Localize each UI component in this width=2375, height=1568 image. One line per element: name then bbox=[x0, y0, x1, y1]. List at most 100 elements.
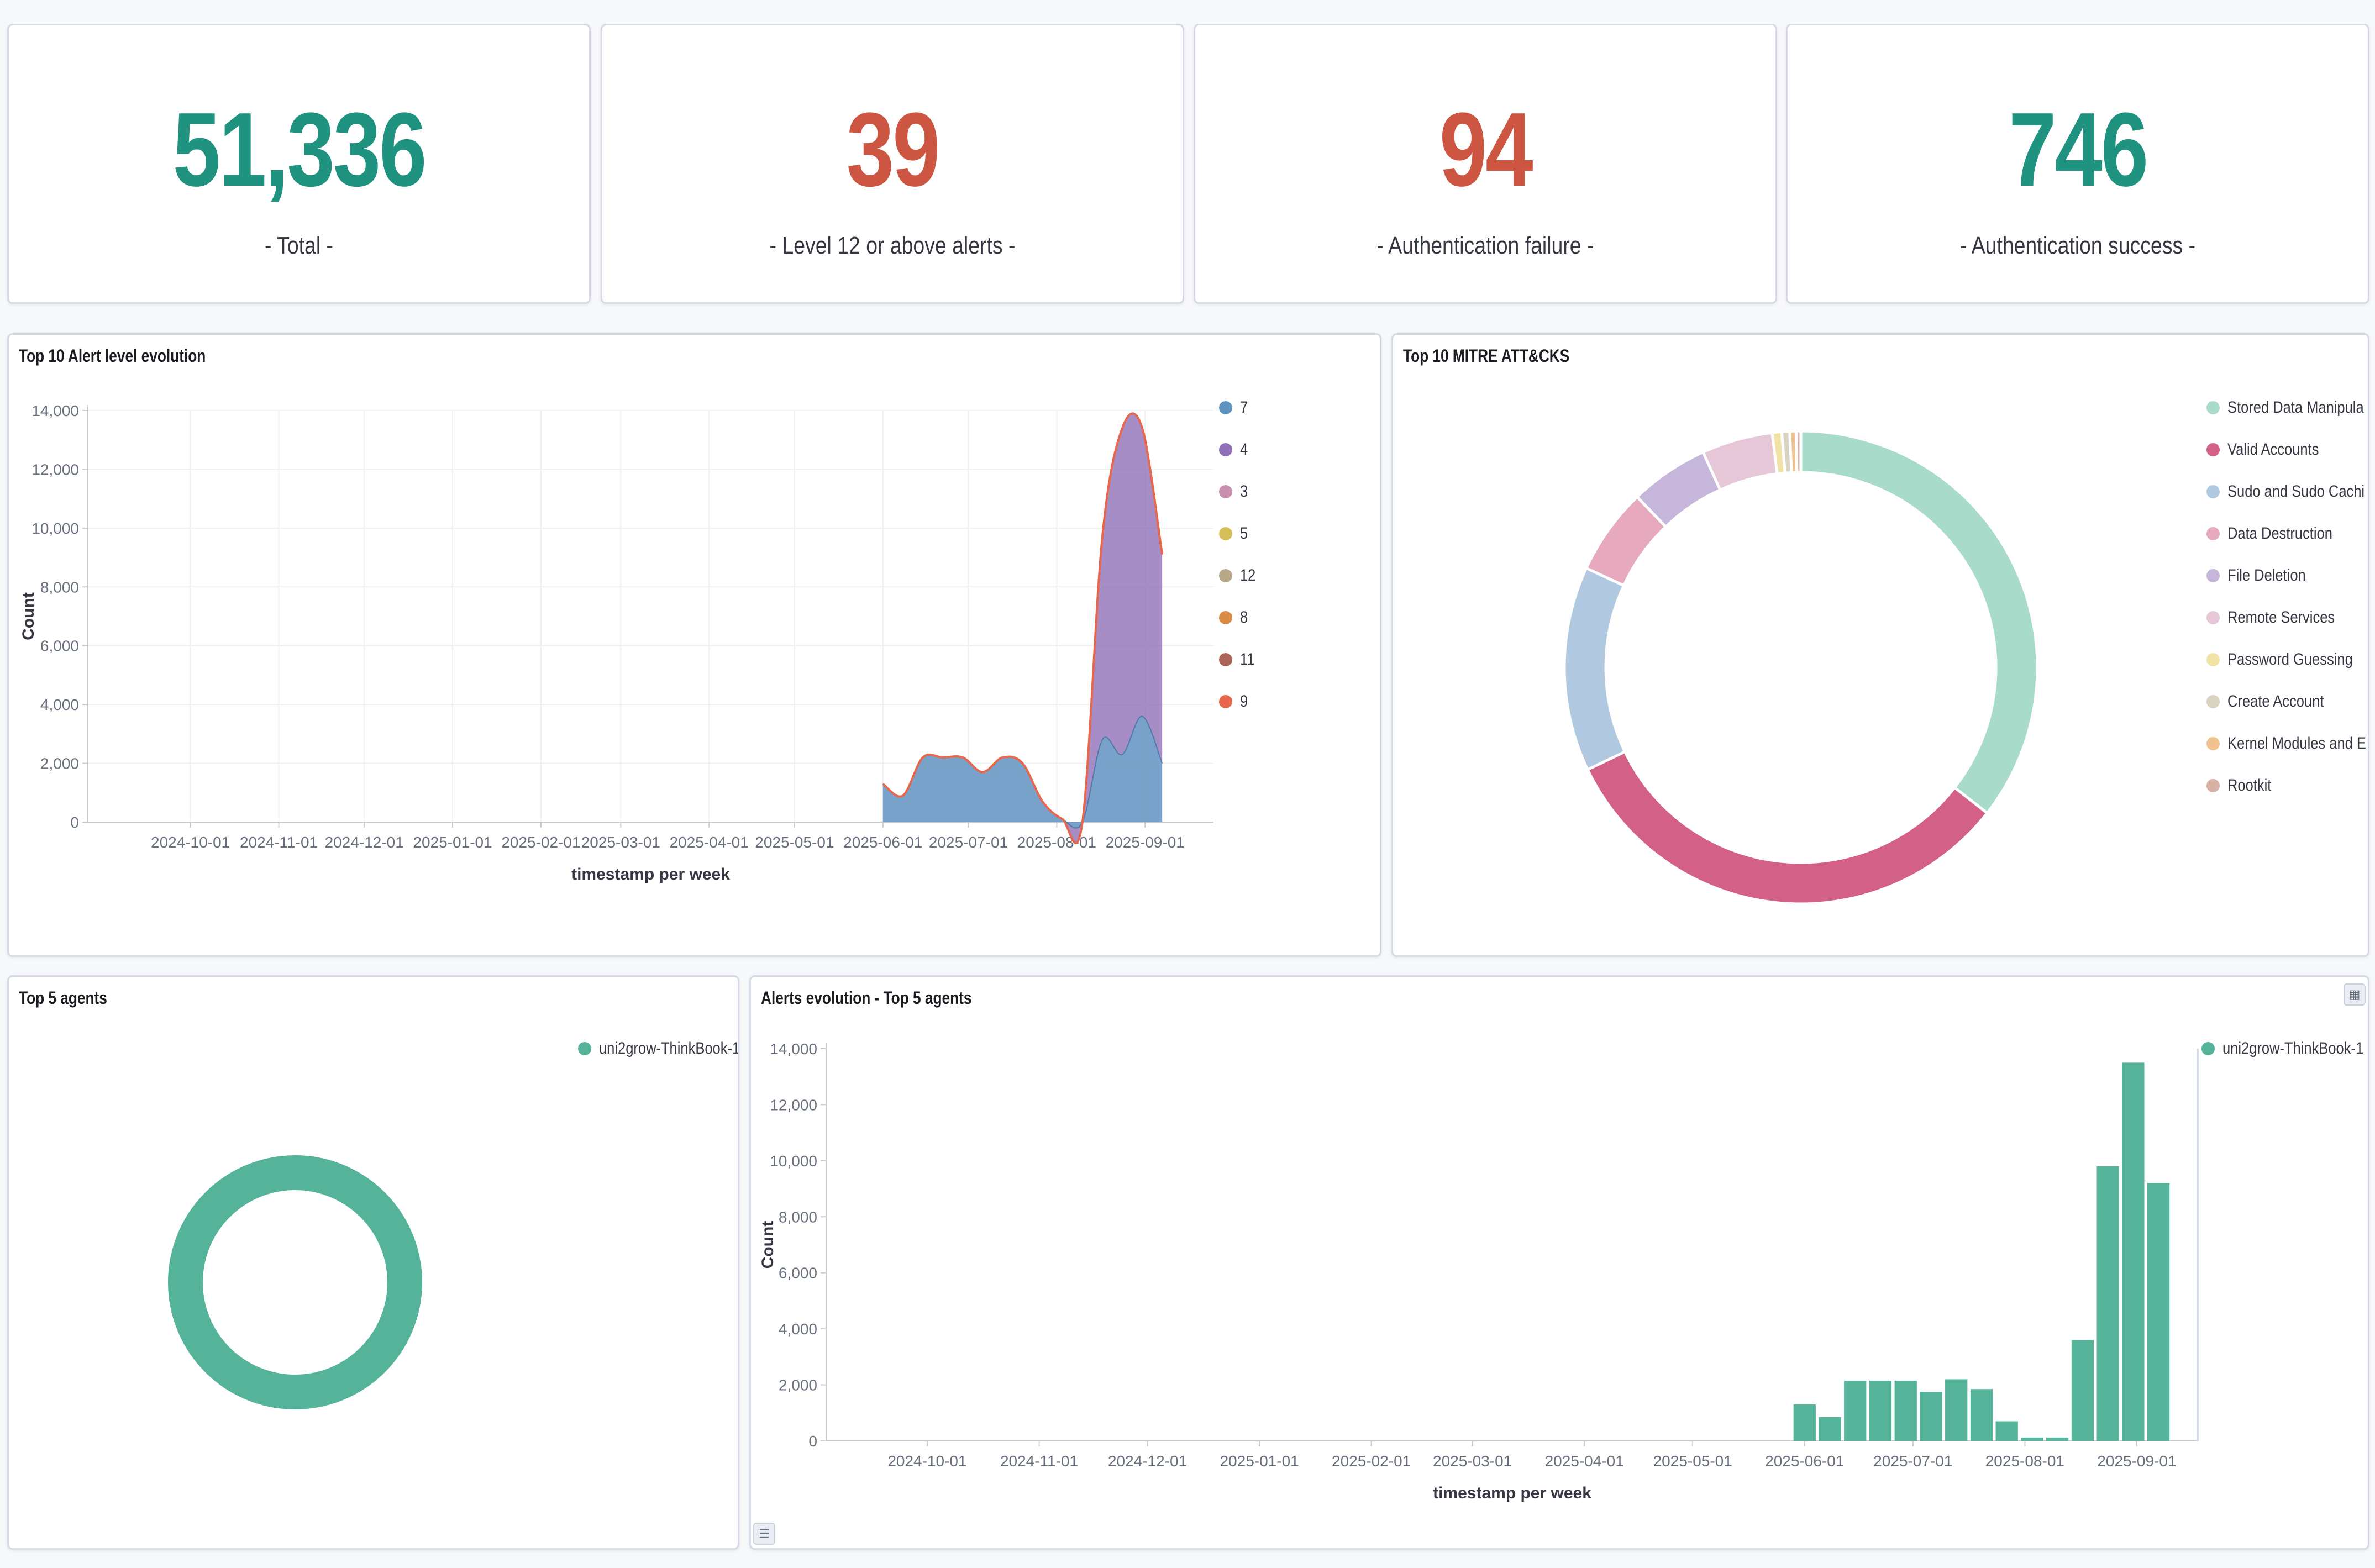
bar bbox=[2096, 1166, 2119, 1441]
y-tick-label: 2,000 bbox=[40, 755, 79, 772]
mitre-legend: Stored Data Manipula Valid Accounts Sudo a… bbox=[2206, 398, 2367, 851]
legend-label: Rootkit bbox=[2227, 776, 2272, 794]
y-tick-label: 8,000 bbox=[779, 1208, 817, 1225]
legend-item[interactable]: uni2grow-ThinkBook-1 bbox=[578, 1039, 738, 1058]
legend-item[interactable]: 11 bbox=[1219, 650, 1257, 669]
alert-level-title: Top 10 Alert level evolution bbox=[19, 346, 206, 366]
legend-item[interactable]: Valid Accounts bbox=[2206, 440, 2335, 459]
y-tick-label: 8,000 bbox=[40, 578, 79, 596]
legend-item[interactable]: Password Guessing bbox=[2206, 650, 2367, 669]
legend-item[interactable]: Remote Services bbox=[2206, 608, 2353, 627]
metric-level12-label: - Level 12 or above alerts - bbox=[769, 232, 1016, 259]
x-axis-label: timestamp per week bbox=[1433, 1484, 1591, 1502]
y-tick-label: 6,000 bbox=[40, 638, 79, 655]
metric-level12-panel: 39 - Level 12 or above alerts - bbox=[601, 24, 1184, 304]
x-tick-label: 2025-04-01 bbox=[670, 834, 749, 851]
legend-item[interactable]: 8 bbox=[1219, 608, 1249, 627]
bar bbox=[2021, 1437, 2043, 1441]
x-tick-label: 2025-08-01 bbox=[1017, 834, 1096, 851]
bar bbox=[2122, 1062, 2145, 1441]
legend-item[interactable]: uni2grow-ThinkBook-1 bbox=[2201, 1039, 2367, 1058]
legend-label: 9 bbox=[1240, 692, 1248, 711]
legend-color-dot bbox=[1219, 611, 1232, 624]
legend-item[interactable]: Rootkit bbox=[2206, 776, 2279, 795]
x-tick-label: 2025-02-01 bbox=[501, 834, 580, 851]
legend-color-dot bbox=[1219, 527, 1232, 540]
legend-label: File Deletion bbox=[2227, 566, 2306, 585]
legend-label: Stored Data Manipula bbox=[2227, 398, 2364, 417]
legend-color-dot bbox=[1219, 443, 1232, 456]
y-axis-label: Count bbox=[759, 1221, 777, 1269]
panel-options-icon[interactable]: ▦ bbox=[2344, 983, 2366, 1006]
bar bbox=[2147, 1183, 2170, 1441]
metric-total-panel: 51,336 - Total - bbox=[7, 24, 591, 304]
legend-item[interactable]: 4 bbox=[1219, 440, 1249, 459]
metric-auth-success-value: 746 bbox=[2008, 91, 2148, 208]
y-tick-label: 4,000 bbox=[779, 1320, 817, 1338]
legend-color-dot bbox=[2201, 1042, 2215, 1055]
legend-color-dot bbox=[2206, 611, 2220, 624]
legend-color-dot bbox=[2206, 695, 2220, 708]
x-tick-label: 2024-11-01 bbox=[1000, 1453, 1078, 1470]
metric-total-value: 51,336 bbox=[172, 91, 427, 208]
legend-item[interactable]: Sudo and Sudo Cachi bbox=[2206, 482, 2367, 501]
legend-item[interactable]: File Deletion bbox=[2206, 566, 2320, 585]
donut-slice bbox=[1794, 429, 1803, 474]
bar bbox=[2046, 1437, 2069, 1441]
agents-legend: uni2grow-ThinkBook-1 bbox=[578, 1039, 738, 1072]
x-tick-label: 2025-09-01 bbox=[1106, 834, 1185, 851]
bar bbox=[1970, 1389, 1993, 1441]
y-tick-label: 6,000 bbox=[779, 1265, 817, 1282]
legend-color-dot bbox=[1219, 653, 1232, 666]
metric-auth-failure-panel: 94 - Authentication failure - bbox=[1194, 24, 1777, 304]
x-tick-label: 2024-10-01 bbox=[151, 834, 230, 851]
legend-color-dot bbox=[2206, 653, 2220, 666]
agents-evolution-chart[interactable]: 0 2,000 4,000 6,000 8,000 10,000 12,000 14,000 2… bbox=[751, 1004, 2199, 1546]
series-7-area bbox=[882, 716, 1163, 828]
x-tick-label: 2024-10-01 bbox=[887, 1453, 966, 1470]
mitre-donut-chart[interactable] bbox=[1393, 362, 2111, 954]
y-tick-label: 0 bbox=[70, 814, 79, 831]
legend-label: uni2grow-ThinkBook-1 bbox=[2222, 1039, 2364, 1057]
legend-item[interactable]: Stored Data Manipula bbox=[2206, 398, 2367, 417]
bar bbox=[1894, 1380, 1917, 1441]
legend-item[interactable]: 7 bbox=[1219, 398, 1249, 417]
x-tick-label: 2025-07-01 bbox=[929, 834, 1008, 851]
donut-slice bbox=[1799, 429, 2039, 815]
agents-evolution-title: Alerts evolution - Top 5 agents bbox=[761, 988, 972, 1008]
series-top-line bbox=[882, 412, 1164, 844]
legend-item[interactable]: Create Account bbox=[2206, 692, 2341, 711]
y-tick-label: 4,000 bbox=[40, 696, 79, 713]
legend-label: Valid Accounts bbox=[2227, 440, 2319, 459]
legend-color-dot bbox=[2206, 527, 2220, 540]
y-axis-label: Count bbox=[19, 592, 38, 640]
legend-toggle-icon[interactable]: ☰ bbox=[753, 1523, 775, 1545]
agents-donut-chart[interactable] bbox=[9, 1004, 561, 1546]
legend-item[interactable]: 12 bbox=[1219, 566, 1258, 585]
donut-slice bbox=[1585, 750, 1989, 906]
bar bbox=[1995, 1421, 2018, 1441]
y-tick-label: 12,000 bbox=[770, 1096, 817, 1113]
alert-level-chart[interactable]: 0 2,000 4,000 6,000 8,000 10,000 12,000 14,000 2… bbox=[9, 362, 1379, 954]
mitre-title: Top 10 MITRE ATT&CKS bbox=[1403, 346, 1570, 366]
legend-item[interactable]: 3 bbox=[1219, 482, 1249, 501]
metric-level12-value: 39 bbox=[846, 91, 940, 208]
legend-color-dot bbox=[2206, 443, 2220, 456]
legend-label: uni2grow-ThinkBook-1 bbox=[599, 1039, 738, 1057]
metric-auth-failure-value: 94 bbox=[1439, 91, 1533, 208]
legend-item[interactable]: 5 bbox=[1219, 524, 1249, 543]
y-tick-label: 14,000 bbox=[770, 1040, 817, 1057]
x-tick-label: 2024-11-01 bbox=[240, 834, 318, 851]
x-tick-label: 2025-04-01 bbox=[1545, 1453, 1624, 1470]
legend-color-dot bbox=[1219, 695, 1232, 708]
legend-item[interactable]: 9 bbox=[1219, 692, 1249, 711]
legend-item[interactable]: Kernel Modules and E: bbox=[2206, 734, 2367, 753]
agents-title: Top 5 agents bbox=[19, 988, 107, 1008]
agents-evolution-legend: uni2grow-ThinkBook-1 bbox=[2201, 1039, 2367, 1072]
legend-label: Remote Services bbox=[2227, 608, 2335, 627]
legend-item[interactable]: Data Destruction bbox=[2206, 524, 2351, 543]
x-tick-label: 2025-02-01 bbox=[1332, 1453, 1411, 1470]
series-4-area bbox=[882, 413, 1163, 843]
alert-level-panel: Top 10 Alert level evolution 0 2,000 4,000… bbox=[7, 333, 1381, 957]
metric-auth-success-panel: 746 - Authentication success - bbox=[1786, 24, 2369, 304]
